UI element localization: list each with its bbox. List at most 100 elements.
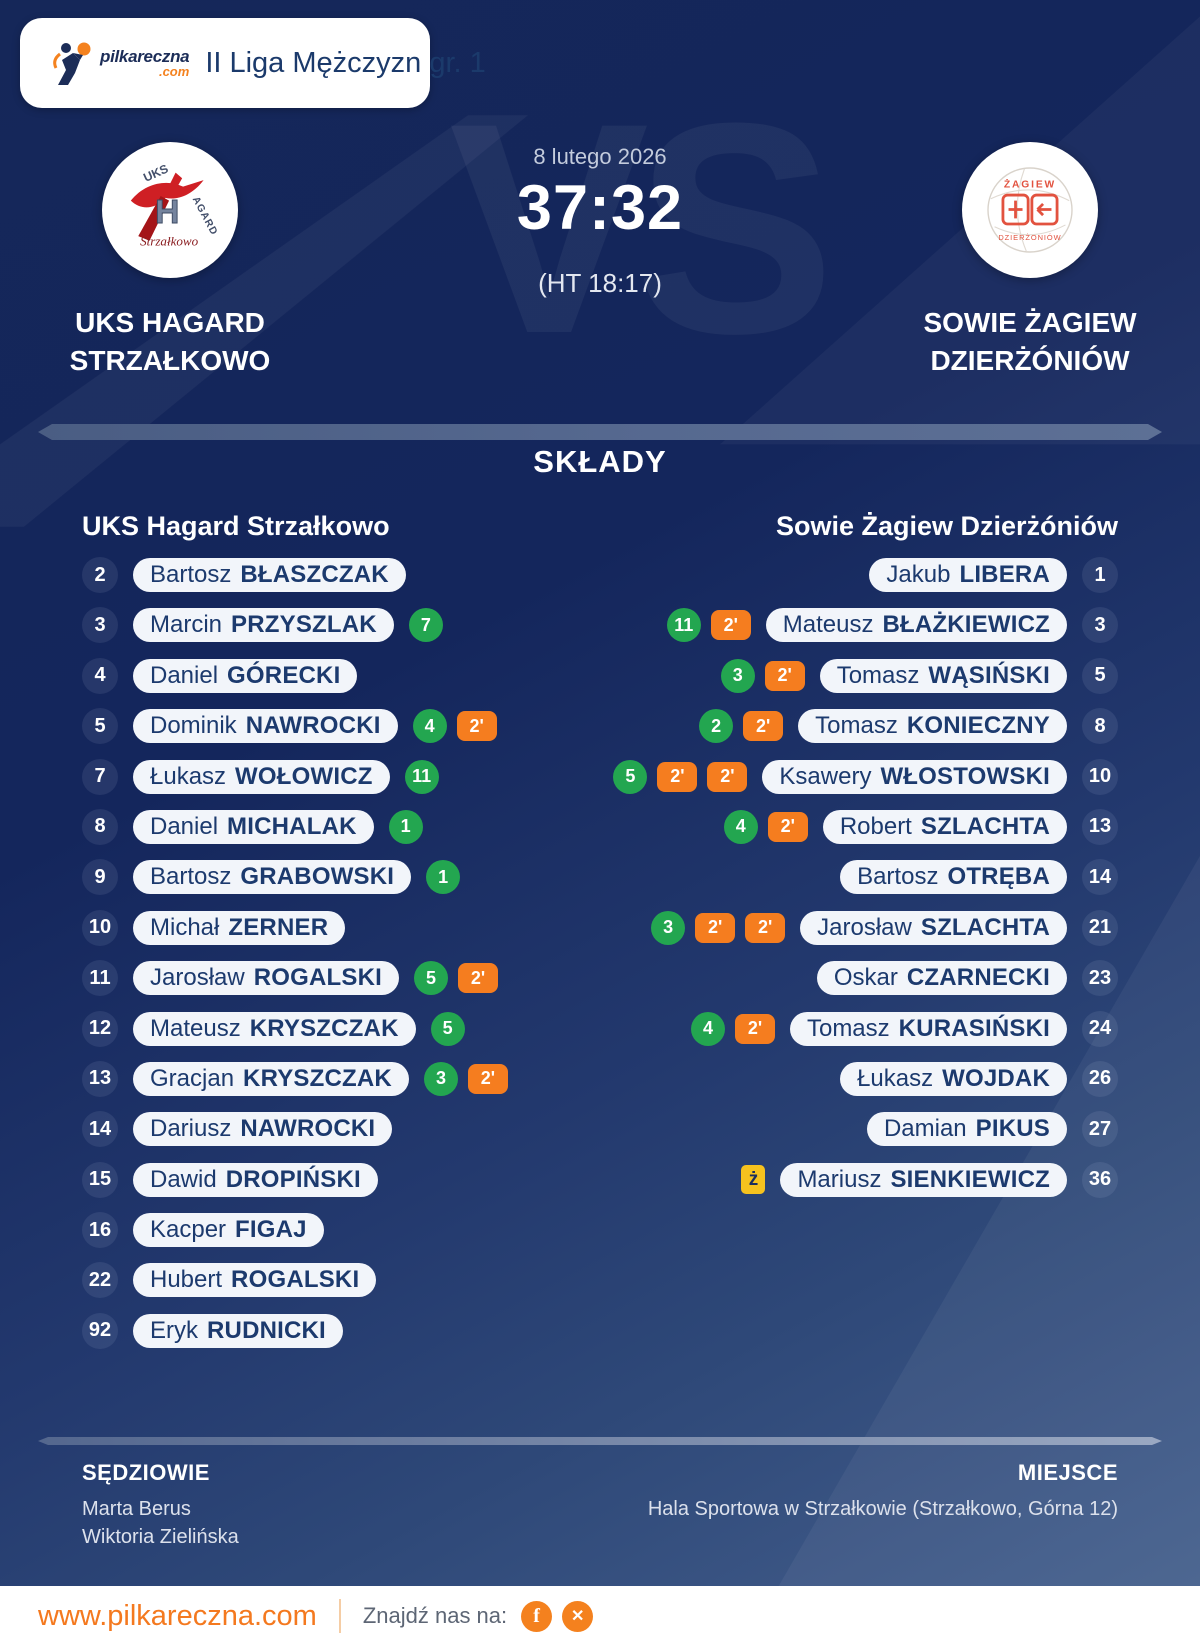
player-badges: 3 2' [423, 1061, 508, 1096]
player-first-name: Gracjan [150, 1064, 235, 1092]
match-score: 37:32 [516, 173, 684, 243]
league-title: II Liga Mężczyzn gr. 1 [205, 46, 486, 79]
player-badges: 5 2' [413, 961, 498, 996]
player-first-name: Jakub [886, 561, 951, 588]
goals-badge: 4 [412, 709, 447, 744]
player-last-name: BŁASZCZAK [240, 561, 389, 588]
player-pill: Łukasz WOŁOWICZ [133, 759, 390, 794]
player-row: Damian PIKUS 27 [866, 1111, 1118, 1148]
referee-name: Wiktoria Zielińska [82, 1526, 239, 1548]
player-last-name: NAWROCKI [245, 712, 381, 740]
player-first-name: Mateusz [782, 611, 874, 639]
player-first-name: Jarosław [817, 913, 912, 941]
player-number: 4 [82, 657, 118, 694]
match-date: 8 lutego 2026 [533, 144, 667, 169]
player-badges: 4 2' [723, 809, 808, 844]
player-number: 10 [1082, 758, 1118, 795]
player-number: 9 [82, 859, 118, 896]
player-badges: 3 2' [720, 658, 805, 693]
halftime-score: (HT 18:17) [538, 268, 662, 298]
player-first-name: Tomasz [815, 712, 898, 740]
website-link[interactable]: www.pilkareczna.com [38, 1599, 317, 1632]
player-last-name: KRYSZCZAK [249, 1014, 399, 1042]
player-pill: Hubert ROGALSKI [133, 1263, 377, 1298]
player-badges: 3 2' 2' [651, 910, 786, 945]
player-pill: Daniel MICHALAK [133, 809, 374, 844]
hagard-crest: UKS H AGARD Strzałkowo [130, 162, 220, 248]
player-last-name: NAWROCKI [240, 1115, 376, 1143]
player-badges: 11 2' [666, 608, 751, 643]
goals-badge: 5 [430, 1011, 465, 1046]
player-last-name: LIBERA [959, 561, 1050, 588]
away-team-logo: ŻAGIEW DZIERŻONIÓW [962, 142, 1098, 278]
player-row: 3 2' Tomasz WĄSIŃSKI 5 [720, 657, 1118, 694]
player-row: 2 2' Tomasz KONIECZNY 8 [699, 708, 1118, 745]
player-last-name: MICHALAK [227, 812, 357, 840]
penalty-2min-badge: 2' [707, 761, 748, 792]
penalty-2min-badge: 2' [710, 610, 751, 641]
player-number: 11 [82, 960, 118, 997]
player-first-name: Mariusz [797, 1165, 882, 1193]
player-row: Oskar CZARNECKI 23 [816, 960, 1118, 997]
away-name-line2: DZIERŻÓNIÓW [930, 345, 1130, 376]
crest-text-dzierzoniow: DZIERŻONIÓW [998, 233, 1061, 242]
home-player-list: 2 Bartosz BŁASZCZAK 3 Marcin PRZYSZLAK 7 4 Danie… [82, 557, 508, 1349]
goals-badge: 3 [720, 658, 755, 693]
player-last-name: WĄSIŃSKI [928, 661, 1050, 689]
away-player-list: Jakub LIBERA 1 11 2' Mateusz BŁAŻKIEWICZ 3 3 2' To… [613, 557, 1118, 1348]
venue-block: MIEJSCE Hala Sportowa w Strzałkowie (Str… [648, 1460, 1118, 1551]
player-row: ż Mariusz SIENKIEWICZ 36 [741, 1161, 1118, 1198]
zagiew-crest: ŻAGIEW DZIERŻONIÓW [987, 167, 1073, 253]
player-number: 14 [82, 1111, 118, 1148]
lineups-title: SKŁADY [533, 444, 667, 479]
player-pill: Kacper FIGAJ [133, 1213, 324, 1248]
player-pill: Tomasz WĄSIŃSKI [819, 658, 1067, 693]
player-first-name: Tomasz [836, 661, 920, 689]
player-row: 5 Dominik NAWROCKI 4 2' [82, 708, 508, 745]
player-number: 23 [1082, 960, 1118, 997]
player-first-name: Hubert [150, 1266, 223, 1294]
player-number: 15 [82, 1161, 118, 1198]
player-first-name: Oskar [833, 964, 898, 992]
social-icons: f ✕ [521, 1600, 594, 1632]
player-number: 24 [1082, 1010, 1118, 1047]
player-pill: Tomasz KONIECZNY [798, 709, 1067, 744]
player-row: 4 2' Robert SZLACHTA 13 [723, 808, 1118, 845]
penalty-2min-badge: 2' [657, 761, 698, 792]
goals-badge: 1 [426, 860, 461, 895]
brand-name: pilkareczna [100, 47, 190, 66]
player-number: 12 [82, 1010, 118, 1047]
player-last-name: WŁOSTOWSKI [880, 762, 1050, 790]
player-badges: 1 [426, 860, 461, 895]
player-first-name: Dariusz [150, 1115, 232, 1143]
player-pill: Tomasz KURASIŃSKI [789, 1011, 1067, 1046]
player-row: 5 2' 2' Ksawery WŁOSTOWSKI 10 [613, 758, 1118, 795]
player-number: 5 [82, 708, 118, 745]
penalty-2min-badge: 2' [457, 963, 498, 994]
player-last-name: KURASIŃSKI [898, 1014, 1050, 1042]
facebook-icon[interactable]: f [521, 1600, 553, 1632]
player-last-name: PRZYSZLAK [231, 611, 377, 639]
player-last-name: KONIECZNY [906, 712, 1050, 740]
player-first-name: Kacper [150, 1216, 227, 1244]
goals-badge: 11 [404, 759, 439, 794]
player-badges: 2 2' [699, 709, 784, 744]
player-last-name: KRYSZCZAK [243, 1064, 392, 1092]
player-row: 10 Michał ZERNER [82, 909, 508, 946]
player-last-name: ROGALSKI [253, 964, 382, 992]
goals-badge: 11 [666, 608, 701, 643]
goals-badge: 1 [388, 809, 423, 844]
player-number: 3 [1082, 607, 1118, 644]
footer-bar: www.pilkareczna.com Znajdź nas na: f ✕ [0, 1586, 1200, 1646]
player-number: 10 [82, 909, 118, 946]
player-last-name: OTRĘBA [947, 863, 1050, 891]
player-pill: Bartosz GRABOWSKI [133, 860, 412, 895]
vs-watermark: VS [448, 60, 835, 396]
player-pill: Bartosz OTRĘBA [840, 860, 1067, 895]
player-pill: Bartosz BŁASZCZAK [133, 558, 406, 592]
player-pill: Oskar CZARNECKI [816, 961, 1067, 996]
goals-badge: 4 [723, 809, 758, 844]
crest-text-agard: AGARD [190, 195, 220, 237]
x-twitter-icon[interactable]: ✕ [562, 1600, 594, 1632]
